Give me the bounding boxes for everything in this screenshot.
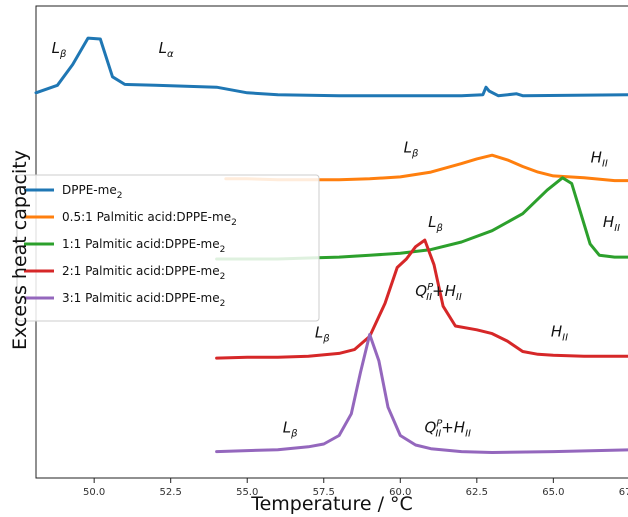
legend-box (16, 174, 320, 322)
annotation-layer: Lβ Lα Lβ HII Lβ HII QP II+HII HII Lβ QP II+HII Lβ (52, 39, 621, 439)
series-line-0 (34, 36, 628, 98)
phase-annotation: Lβ (315, 323, 330, 344)
phase-annotation: Lβ (52, 39, 67, 60)
legend-entry-label: 2:1 Palmitic acid:DPPE-me2 (62, 264, 225, 282)
x-tick-label: 65.0 (542, 487, 564, 498)
series-line-4 (215, 333, 628, 454)
legend-entry-label: DPPE-me2 (62, 183, 122, 201)
legend: DPPE-me2 0.5:1 Palmitic acid:DPPE-me2 1:1 … (16, 174, 320, 322)
x-tick-label: 67.5 (619, 487, 628, 498)
y-axis-label: Excess heat capacity (9, 150, 31, 350)
x-tick-label: 62.5 (466, 487, 488, 498)
phase-annotation: HII (603, 213, 620, 234)
legend-items: DPPE-me2 0.5:1 Palmitic acid:DPPE-me2 1:1 … (24, 183, 237, 309)
phase-annotation: HII (591, 149, 608, 170)
legend-entry-label: 3:1 Palmitic acid:DPPE-me2 (62, 291, 225, 309)
x-tick-label: 57.5 (313, 487, 335, 498)
x-tick-label: 55.0 (236, 487, 258, 498)
x-axis-label: Temperature / °C (250, 493, 413, 515)
x-axis-ticks: 50.0 52.5 55.0 57.5 60.0 62.5 65.0 67.5 (83, 478, 628, 498)
phase-annotation: QP II+HII (424, 419, 471, 440)
phase-annotation: Lβ (428, 213, 443, 234)
legend-entry-label: 0.5:1 Palmitic acid:DPPE-me2 (62, 210, 237, 228)
series-line-3 (215, 238, 628, 360)
phase-annotation: Lβ (283, 419, 298, 440)
x-tick-label: 50.0 (83, 487, 105, 498)
phase-annotation: QP II+HII (415, 282, 462, 303)
x-tick-label: 52.5 (160, 487, 182, 498)
x-tick-label: 60.0 (389, 487, 411, 498)
phase-annotation: Lα (159, 39, 174, 60)
phase-annotation: Lβ (404, 138, 419, 159)
legend-entry-label: 1:1 Palmitic acid:DPPE-me2 (62, 237, 225, 255)
phase-annotation: HII (551, 322, 568, 343)
